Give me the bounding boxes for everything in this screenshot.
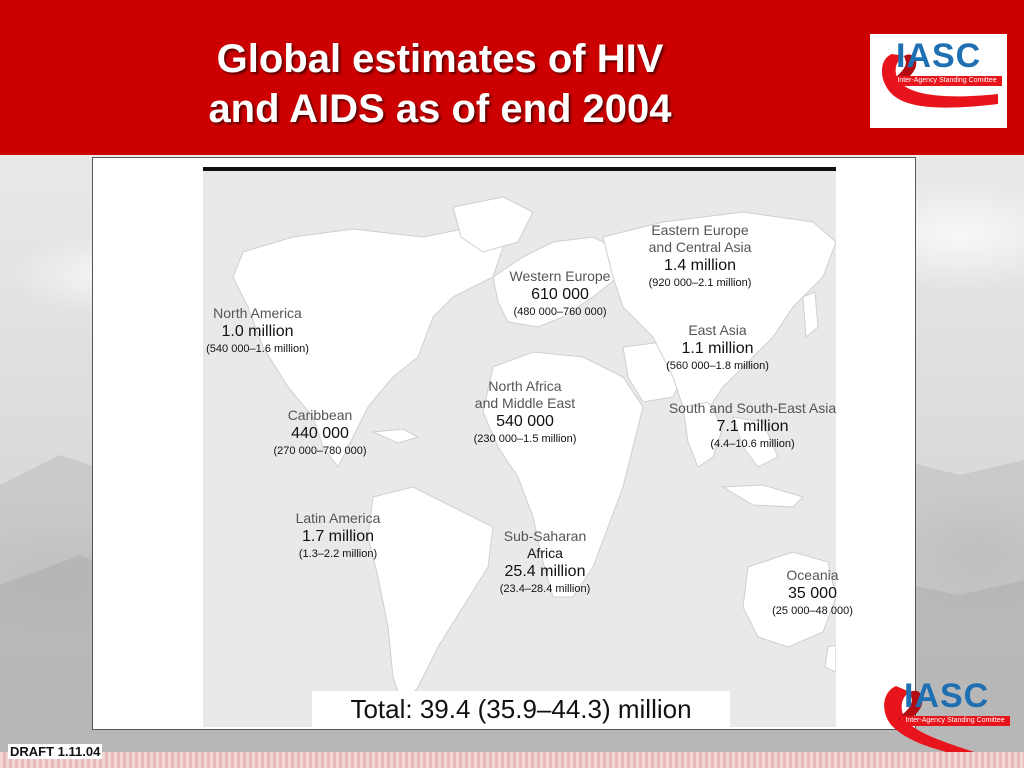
region-name: East Asia <box>688 322 747 338</box>
region-range: (23.4–28.4 million) <box>499 583 591 595</box>
region-eastern-europe-central-asia: Eastern Europe and Central Asia 1.4 mill… <box>630 222 770 290</box>
region-name: Oceania <box>786 567 839 583</box>
region-name-line-2: and Central Asia <box>648 239 752 255</box>
region-name-line-1: Eastern Europe <box>651 222 749 238</box>
region-range: (1.3–2.2 million) <box>298 548 378 560</box>
region-name: Caribbean <box>287 407 353 423</box>
region-north-america: North America 1.0 million (540 000–1.6 m… <box>190 305 325 356</box>
region-value: 440 000 <box>291 425 349 442</box>
region-value: 1.7 million <box>301 528 375 545</box>
map-top-border <box>203 167 836 171</box>
region-south-southeast-asia: South and South-East Asia 7.1 million (4… <box>650 400 855 451</box>
region-name-line-2: and Middle East <box>474 395 576 411</box>
region-range: (4.4–10.6 million) <box>710 438 795 450</box>
region-value: 7.1 million <box>716 418 789 435</box>
region-value: 1.4 million <box>663 257 737 274</box>
region-value: 1.0 million <box>221 323 294 340</box>
region-range: (540 000–1.6 million) <box>206 343 309 355</box>
region-name: Latin America <box>295 510 381 526</box>
region-oceania: Oceania 35 000 (25 000–48 000) <box>760 567 865 618</box>
iasc-logo-bottom: IASC Inter-Agency Standing Comittee <box>878 676 1016 760</box>
region-name-line-2: Africa <box>527 545 563 561</box>
region-range: (230 000–1.5 million) <box>473 433 577 445</box>
region-range: (25 000–48 000) <box>772 605 853 617</box>
world-map-icon <box>232 196 836 709</box>
region-caribbean: Caribbean 440 000 (270 000–780 000) <box>255 407 385 458</box>
title-line-1: Global estimates of HIV <box>216 37 664 81</box>
region-latin-america: Latin America 1.7 million (1.3–2.2 milli… <box>278 510 398 561</box>
iasc-logo-text: IASC <box>904 677 990 715</box>
slide-header: Global estimates of HIV and AIDS as of e… <box>0 0 1024 155</box>
region-north-africa-middle-east: North Africa and Middle East 540 000 (23… <box>455 378 595 446</box>
footer-strip <box>0 752 1024 768</box>
region-name: Western Europe <box>509 268 611 284</box>
region-sub-saharan-africa: Sub-Saharan Africa 25.4 million (23.4–28… <box>480 528 610 596</box>
region-value: 540 000 <box>496 413 554 430</box>
world-map <box>203 167 836 727</box>
region-value: 610 000 <box>531 286 589 303</box>
region-value: 25.4 million <box>504 563 586 580</box>
region-name-line-1: Sub-Saharan <box>503 528 587 544</box>
region-name-line-1: North Africa <box>488 378 562 394</box>
total-estimate: Total: 39.4 (35.9–44.3) million <box>312 691 730 727</box>
region-name: North America <box>213 305 302 321</box>
iasc-logo-subtitle: Inter-Agency Standing Comittee <box>892 76 1002 86</box>
region-range: (920 000–2.1 million) <box>648 277 752 289</box>
region-range: (270 000–780 000) <box>273 445 367 457</box>
iasc-logo-text: IASC <box>896 37 982 75</box>
map-frame <box>92 157 916 730</box>
region-value: 1.1 million <box>681 340 754 357</box>
region-western-europe: Western Europe 610 000 (480 000–760 000) <box>495 268 625 319</box>
draft-label: DRAFT 1.11.04 <box>8 744 103 759</box>
iasc-logo-subtitle: Inter-Agency Standing Comittee <box>900 716 1010 726</box>
region-name: South and South-East Asia <box>668 400 837 416</box>
region-value: 35 000 <box>788 585 837 602</box>
slide-title: Global estimates of HIV and AIDS as of e… <box>120 34 760 134</box>
region-range: (560 000–1.8 million) <box>666 360 769 372</box>
title-line-2: and AIDS as of end 2004 <box>208 87 672 131</box>
region-range: (480 000–760 000) <box>513 306 607 318</box>
iasc-logo-top: IASC Inter-Agency Standing Comittee <box>870 34 1007 128</box>
region-east-asia: East Asia 1.1 million (560 000–1.8 milli… <box>650 322 785 373</box>
